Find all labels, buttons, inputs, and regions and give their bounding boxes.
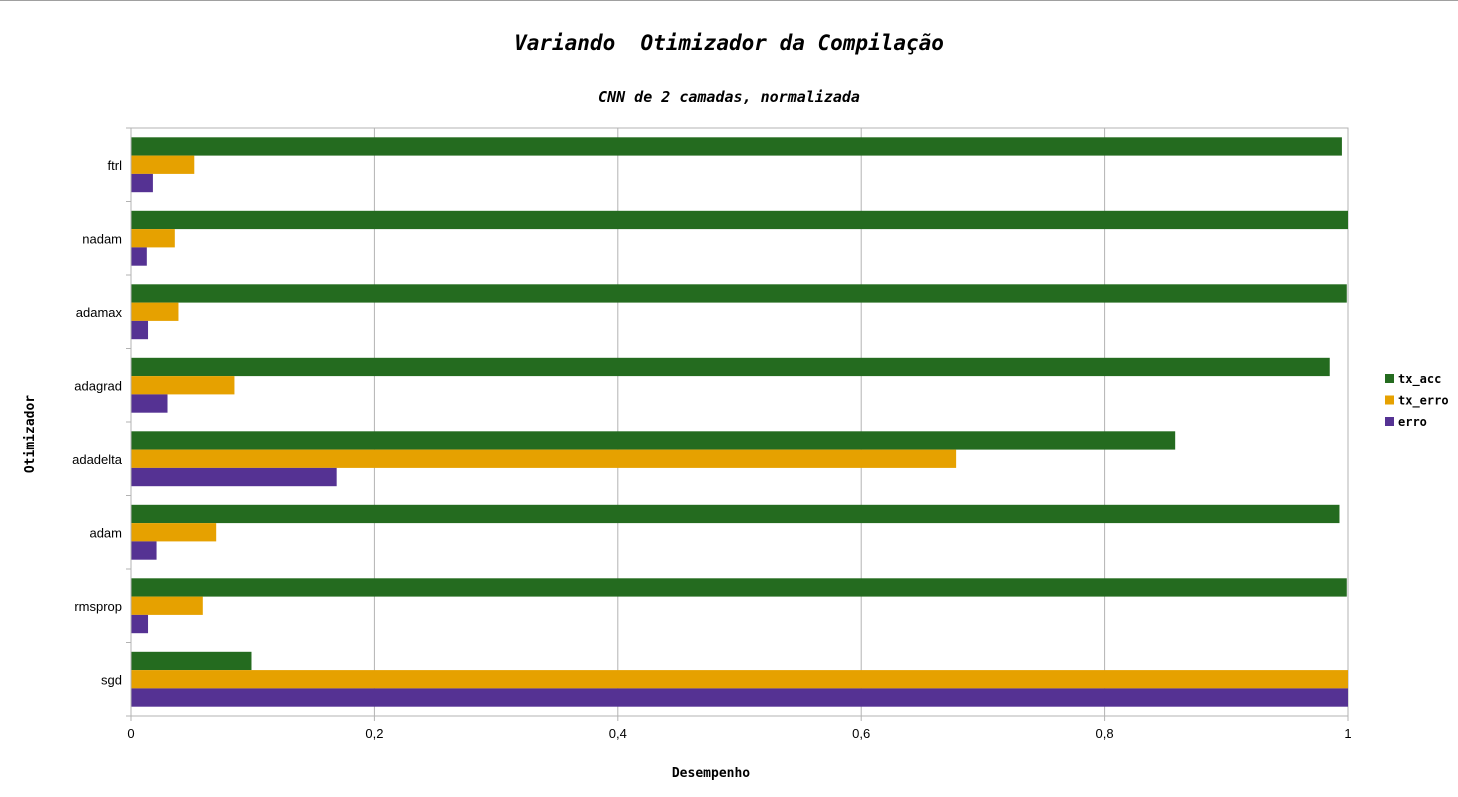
x-tick-label: 0,6 (852, 726, 870, 741)
legend-swatch-tx_acc (1385, 374, 1394, 383)
y-tick-label: nadam (82, 231, 122, 246)
axes (126, 127, 1349, 721)
bar-erro-nadam (131, 247, 147, 266)
bar-erro-sgd (131, 688, 1348, 707)
y-tick-label: rmsprop (74, 599, 122, 614)
y-axis-title: Otimizador (23, 395, 38, 473)
bar-erro-ftrl (131, 173, 153, 193)
bar-tx_acc-adagrad (131, 357, 1330, 377)
bar-tx_erro-adagrad (131, 376, 235, 395)
chart-subtitle: CNN de 2 camadas, normalizada (598, 88, 860, 106)
x-axis-title: Desempenho (672, 766, 750, 781)
legend-label-erro: erro (1398, 415, 1427, 429)
bar-tx_erro-adadelta (131, 449, 957, 468)
x-tick-label: 0,4 (609, 726, 627, 741)
bar-tx_erro-rmsprop (131, 596, 203, 615)
x-tick-label: 0,8 (1096, 726, 1114, 741)
legend-swatch-tx_erro (1385, 395, 1394, 405)
bar-tx_erro-ftrl (131, 155, 195, 174)
bar-tx_acc-rmsprop (131, 578, 1347, 597)
bar-tx_erro-adamax (131, 302, 179, 321)
bar-tx_acc-adadelta (131, 431, 1176, 450)
bar-erro-adadelta (131, 467, 337, 487)
bar-tx_acc-ftrl (131, 137, 1342, 156)
legend-label-tx_erro: tx_erro (1398, 394, 1449, 409)
y-tick-labels: ftrl nadam adamax adagrad adadelta adam rmspro… (72, 158, 123, 688)
chart-title: Variando Otimizador da Compilação (514, 31, 944, 55)
y-tick-label: ftrl (108, 158, 123, 173)
bar-erro-adagrad (131, 394, 168, 413)
x-tick-label: 0 (127, 726, 134, 741)
bar-tx_acc-adamax (131, 284, 1347, 303)
y-tick-label: sgd (101, 672, 122, 687)
y-tick-label: adamax (76, 305, 123, 320)
top-border (0, 0, 1458, 1)
bar-erro-adam (131, 541, 157, 560)
x-tick-label: 1 (1344, 726, 1351, 741)
bar-tx_erro-sgd (131, 670, 1348, 689)
bar-tx_acc-nadam (131, 210, 1348, 230)
bar-tx_erro-nadam (131, 229, 175, 248)
bars (131, 137, 1348, 707)
y-tick-label: adagrad (74, 378, 122, 393)
x-tick-labels: 0 0,2 0,4 0,6 0,8 1 (127, 726, 1351, 741)
bar-tx_acc-adam (131, 504, 1340, 524)
x-tick-label: 0,2 (365, 726, 383, 741)
bar-erro-adamax (131, 320, 149, 340)
bar-tx_acc-sgd (131, 651, 252, 671)
bar-tx_erro-adam (131, 523, 217, 542)
legend-label-tx_acc: tx_acc (1398, 372, 1441, 387)
bar-erro-rmsprop (131, 614, 149, 634)
legend-swatch-erro (1385, 417, 1394, 426)
y-tick-label: adam (89, 525, 122, 540)
y-tick-label: adadelta (72, 452, 123, 467)
